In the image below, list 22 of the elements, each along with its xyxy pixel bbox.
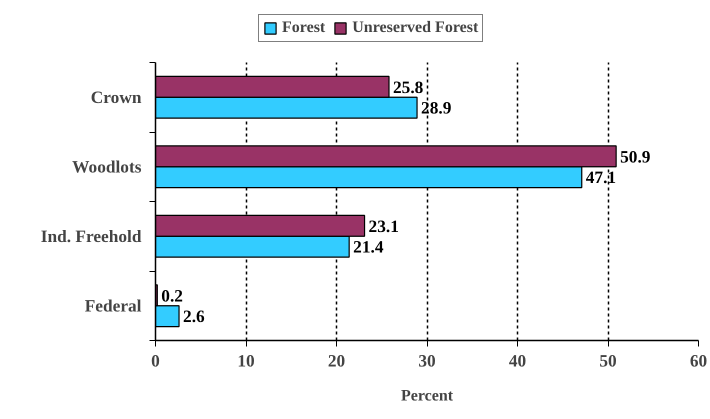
data-label: 21.4 xyxy=(353,238,384,257)
x-tick-label: 50 xyxy=(599,352,617,370)
data-label: 50.9 xyxy=(620,147,651,166)
data-label: 28.9 xyxy=(421,98,452,118)
data-label: 23.1 xyxy=(368,216,399,236)
x-tick-label: 10 xyxy=(237,352,255,370)
x-axis-title: Percent xyxy=(400,388,454,404)
x-tick-label: 40 xyxy=(508,352,526,370)
y-tick-label: Woodlots xyxy=(72,157,142,176)
y-tick-label: Ind. Freehold xyxy=(40,226,142,246)
legend-label: Forest xyxy=(282,19,326,37)
data-label: 25.8 xyxy=(392,78,424,97)
x-tick-label: 0 xyxy=(151,352,160,370)
y-tick-label: Federal xyxy=(84,296,142,316)
x-tick-label: 20 xyxy=(328,352,346,370)
legend-label: Unreserved Forest xyxy=(352,19,478,37)
y-tick-label: Crown xyxy=(90,88,142,107)
data-label: 47.1 xyxy=(586,168,616,188)
data-label: 0.2 xyxy=(161,286,183,306)
x-tick-label: 30 xyxy=(418,352,436,370)
data-label: 2.6 xyxy=(183,307,206,326)
x-tick-label: 60 xyxy=(690,352,708,370)
